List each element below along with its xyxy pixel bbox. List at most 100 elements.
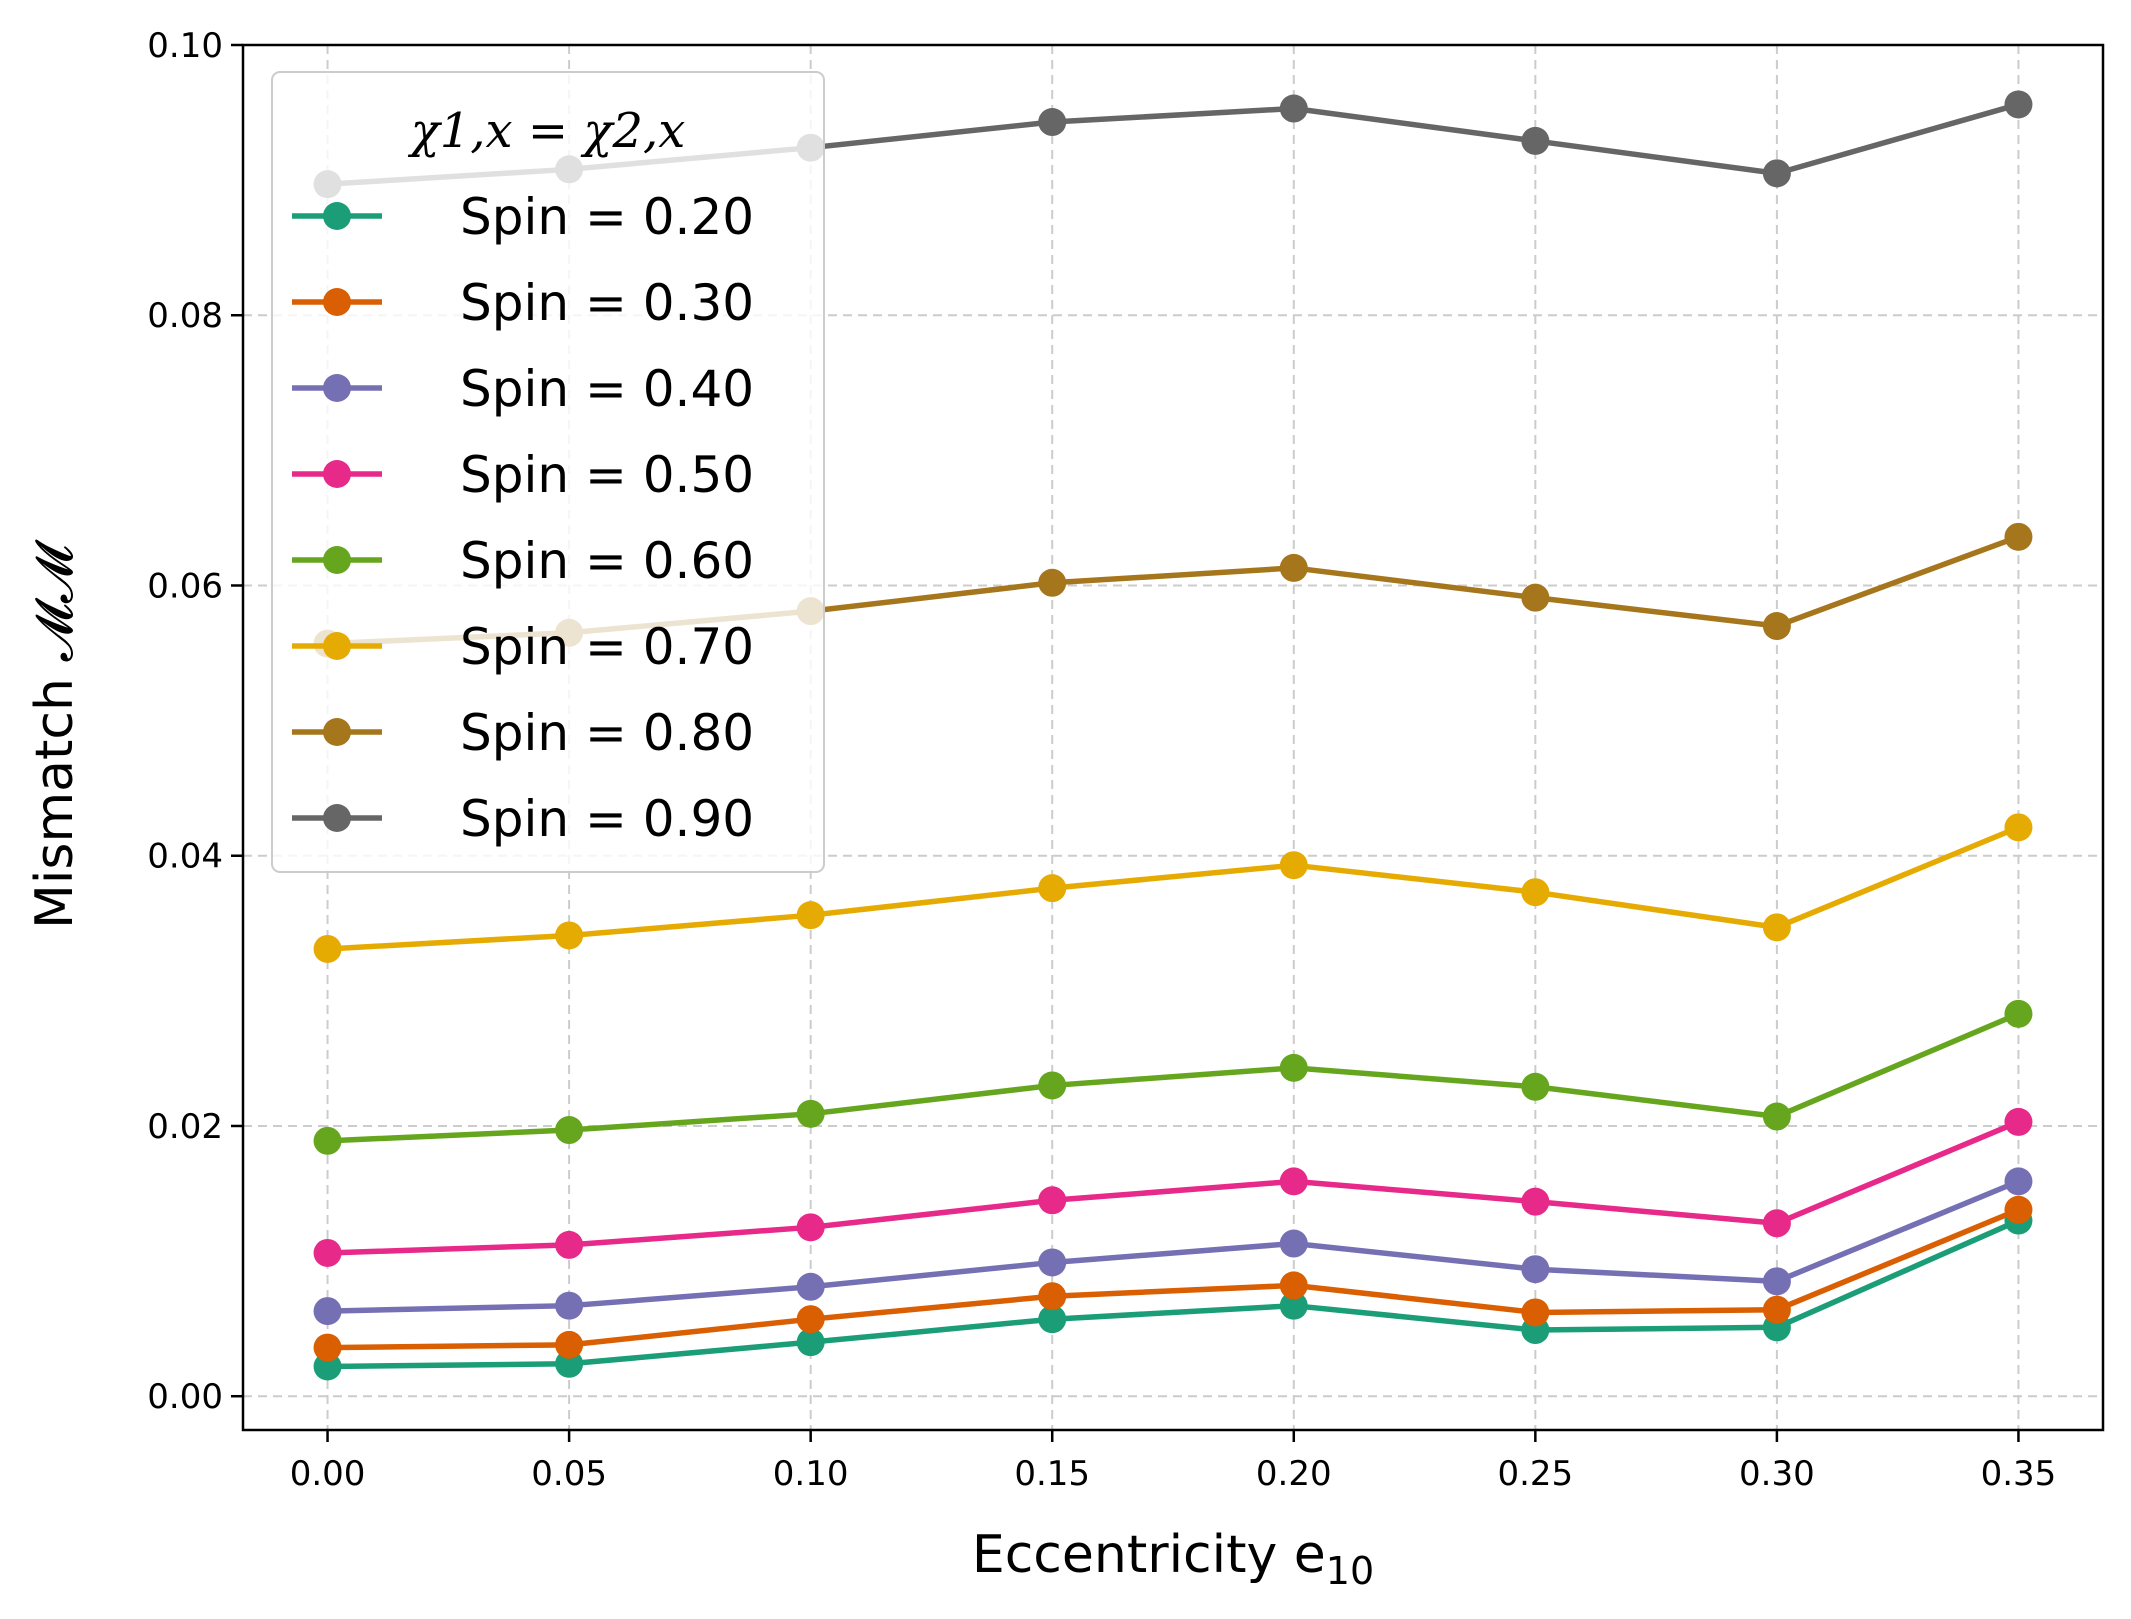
data-point [313, 1333, 342, 1362]
data-point [1521, 1072, 1550, 1101]
series-line [327, 1011, 2020, 1144]
legend-item: Spin = 0.50 [292, 446, 754, 504]
data-point [796, 1099, 825, 1128]
data-point [1521, 1298, 1550, 1327]
legend-marker [323, 718, 351, 746]
data-point [1038, 1186, 1067, 1215]
data-point [313, 1238, 342, 1267]
plot-frame [241, 43, 2105, 1432]
data-point [2004, 1107, 2033, 1136]
x-tick-label: 0.15 [1014, 1454, 1090, 1494]
data-point [1762, 913, 1791, 942]
data-point [1279, 1053, 1308, 1082]
data-point [555, 1330, 584, 1359]
series-070 [313, 813, 2033, 963]
y-tick-label: 0.08 [147, 296, 223, 336]
series-line [327, 824, 2020, 952]
legend-box [271, 71, 825, 873]
data-point [1762, 1102, 1791, 1131]
data-point [555, 1291, 584, 1320]
legend-marker [323, 804, 351, 832]
data-point [796, 1328, 825, 1357]
y-tick-label: 0.02 [147, 1107, 223, 1147]
legend-label: Spin = 0.60 [460, 532, 754, 590]
data-point [1521, 1255, 1550, 1284]
x-axis-ticks: 0.00 0.05 0.10 0.15 0.20 0.25 0.30 0.35 [290, 1430, 2057, 1494]
y-axis-label: Mismatch 𝓜𝓜 [25, 539, 85, 929]
data-point [1279, 553, 1308, 582]
data-point [2004, 1167, 2033, 1196]
legend-item: Spin = 0.90 [292, 790, 754, 848]
series-050 [313, 1107, 2033, 1267]
data-point [2004, 522, 2033, 551]
legend-label: Spin = 0.50 [460, 446, 754, 504]
series-030 [313, 1195, 2033, 1362]
legend-label: Spin = 0.80 [460, 704, 754, 762]
data-point [1038, 874, 1067, 903]
legend-label: Spin = 0.70 [460, 618, 754, 676]
series-060 [313, 999, 2033, 1155]
x-tick-label: 0.20 [1256, 1454, 1332, 1494]
data-point [1762, 1267, 1791, 1296]
data-point [1038, 1282, 1067, 1311]
data-point [796, 1213, 825, 1242]
data-point [796, 901, 825, 930]
data-point [1279, 94, 1308, 123]
legend-item: Spin = 0.30 [292, 274, 754, 332]
data-point [555, 1230, 584, 1259]
data-point [1279, 1291, 1308, 1320]
legend-label: Spin = 0.40 [460, 360, 754, 418]
series-040 [313, 1167, 2033, 1326]
y-tick-label: 0.00 [147, 1377, 223, 1417]
legend-marker [323, 546, 351, 574]
legend-item: Spin = 0.40 [292, 360, 754, 418]
data-point [1279, 1229, 1308, 1258]
data-point [1279, 1167, 1308, 1196]
data-point [1521, 126, 1550, 155]
data-point [1762, 159, 1791, 188]
x-tick-label: 0.05 [531, 1454, 607, 1494]
data-point [1521, 878, 1550, 907]
series-line [327, 1178, 2020, 1314]
x-tick-label: 0.00 [290, 1454, 366, 1494]
data-point [2004, 999, 2033, 1028]
series-line [327, 1207, 2020, 1351]
y-axis-ticks: 0.00 0.02 0.04 0.06 0.08 0.10 [147, 26, 243, 1417]
series-layer [313, 90, 2033, 1381]
legend-item: Spin = 0.70 [292, 618, 754, 676]
legend-marker [323, 632, 351, 660]
x-tick-label: 0.30 [1739, 1454, 1815, 1494]
legend-label: Spin = 0.20 [460, 188, 754, 246]
data-point [796, 1272, 825, 1301]
data-point [1038, 568, 1067, 597]
data-point [1279, 1271, 1308, 1300]
x-tick-label: 0.35 [1981, 1454, 2057, 1494]
series-line [327, 1218, 2020, 1370]
legend-marker [323, 374, 351, 402]
data-point [313, 1297, 342, 1326]
legend-title: χ1,x = χ2,x [408, 103, 686, 159]
data-point [2004, 813, 2033, 842]
legend-marker [323, 460, 351, 488]
y-tick-label: 0.10 [147, 26, 223, 66]
legend-label: Spin = 0.90 [460, 790, 754, 848]
data-point [1762, 1295, 1791, 1324]
data-point [1038, 1248, 1067, 1277]
legend-marker [323, 288, 351, 316]
data-point [1038, 108, 1067, 137]
series-line [327, 1119, 2020, 1256]
legend: χ1,x = χ2,x Spin = 0.20 Spin = 0.30 Spin = … [271, 71, 825, 873]
x-axis-label: Eccentricity e10 [972, 1525, 1374, 1593]
y-tick-label: 0.06 [147, 566, 223, 606]
data-point [555, 1116, 584, 1145]
data-point [1038, 1071, 1067, 1100]
data-point [2004, 90, 2033, 119]
legend-marker [323, 202, 351, 230]
data-point [1279, 851, 1308, 880]
data-point [1762, 1209, 1791, 1238]
data-point [313, 1126, 342, 1155]
data-point [796, 1305, 825, 1334]
data-point [1762, 612, 1791, 641]
data-point [2004, 1195, 2033, 1224]
